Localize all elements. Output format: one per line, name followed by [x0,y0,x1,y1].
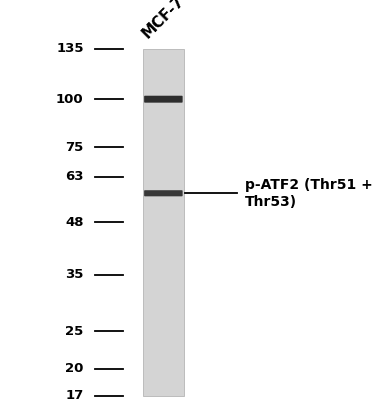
Text: 75: 75 [65,141,84,154]
Text: 17: 17 [65,389,84,402]
Text: p-ATF2 (Thr51 +
Thr53): p-ATF2 (Thr51 + Thr53) [245,177,373,209]
Text: 100: 100 [56,93,84,106]
Text: 48: 48 [65,215,84,228]
FancyBboxPatch shape [144,96,183,103]
Text: MCF-7: MCF-7 [139,0,187,41]
FancyBboxPatch shape [144,190,183,196]
Text: 35: 35 [65,268,84,282]
Text: 20: 20 [65,362,84,375]
Text: 25: 25 [65,325,84,338]
Text: 135: 135 [56,42,84,55]
Text: 63: 63 [65,170,84,183]
Bar [143,49,184,396]
